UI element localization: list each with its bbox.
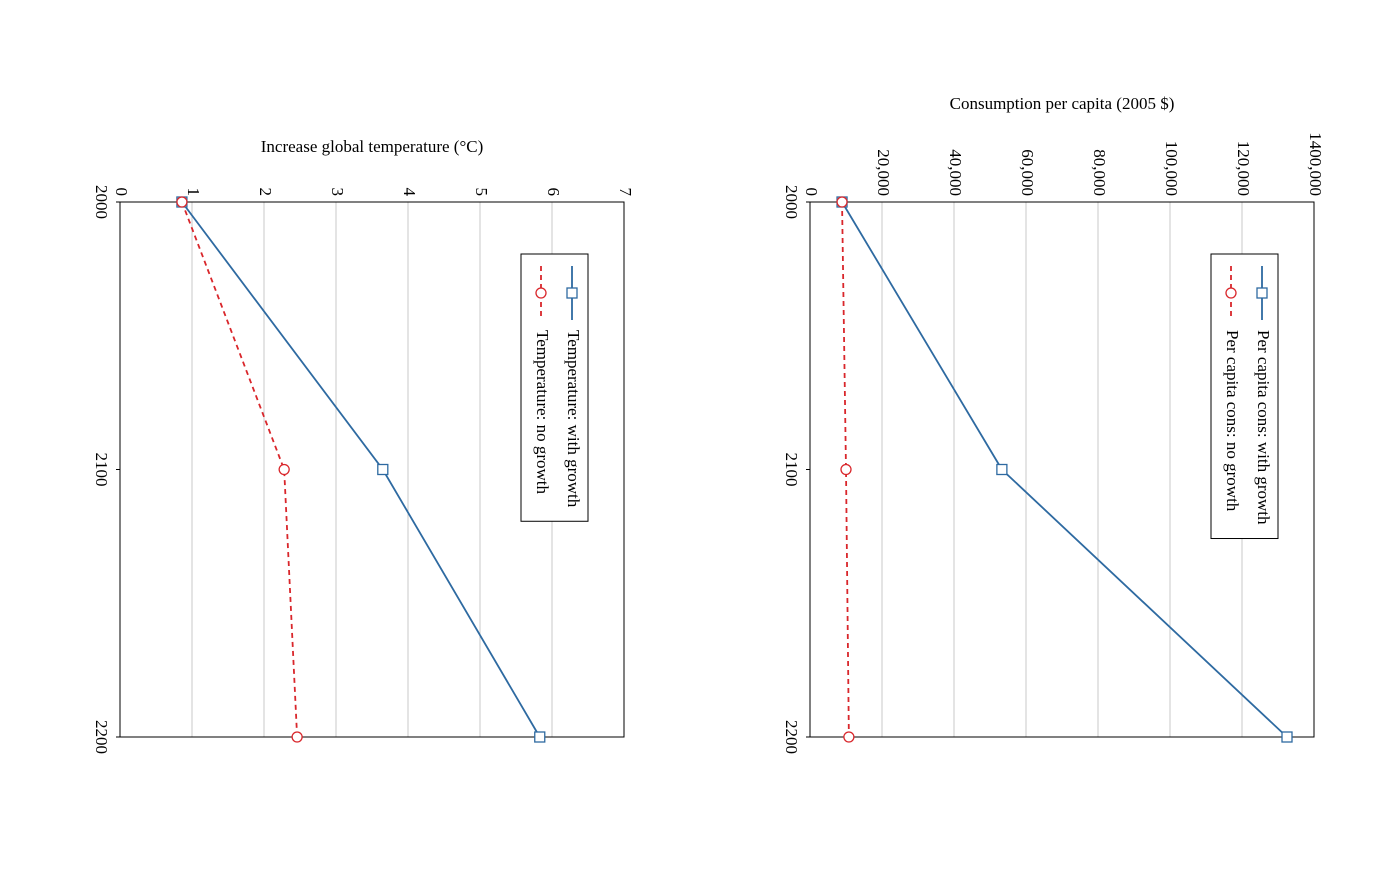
series-line <box>841 201 850 738</box>
legend-marker <box>1225 287 1237 299</box>
marker <box>176 196 188 208</box>
y-tick-label: 4 <box>400 188 419 197</box>
legend-label: Temperature: no growth <box>533 330 552 495</box>
legend: Temperature: with growth Temperature: no … <box>520 253 589 522</box>
y-tick-label: 20,000 <box>874 149 893 196</box>
x-tick-label: 2000 <box>782 185 801 219</box>
marker <box>1281 731 1293 743</box>
legend-marker <box>566 287 578 299</box>
y-tick-label: 7 <box>616 188 635 197</box>
y-tick-label: 0 <box>802 188 821 197</box>
y-tick-label: 6 <box>544 188 563 197</box>
legend-marker <box>535 287 547 299</box>
axis-label: Consumption per capita (2005 $) <box>950 94 1175 113</box>
y-tick-label: 0 <box>112 188 131 197</box>
x-tick-label: 2100 <box>782 453 801 487</box>
marker <box>843 731 855 743</box>
x-tick-label: 2200 <box>782 720 801 754</box>
y-tick-label: 80,000 <box>1090 149 1109 196</box>
marker <box>534 731 546 743</box>
y-tick-label: 40,000 <box>946 149 965 196</box>
x-tick-label: 2200 <box>92 720 111 754</box>
axis-label: Increase global temperature (°C) <box>261 137 484 156</box>
y-tick-label: 1 <box>184 188 203 197</box>
marker <box>377 463 389 476</box>
y-tick-label: 5 <box>472 188 491 197</box>
y-tick-label: 2 <box>256 188 275 197</box>
plot-frame <box>119 201 625 738</box>
marker <box>278 463 290 476</box>
legend-label: Per capita cons: no growth <box>1223 330 1242 512</box>
marker <box>836 196 848 208</box>
legend-label: Per capita cons: with growth <box>1254 330 1273 525</box>
x-tick-label: 2100 <box>92 453 111 487</box>
legend: Per capita cons: with growth Per capita c… <box>1210 253 1279 540</box>
y-tick-label: 1400,000 <box>1306 132 1325 196</box>
marker <box>291 731 303 743</box>
legend-label: Temperature: with growth <box>564 330 583 508</box>
marker <box>996 463 1008 476</box>
legend-marker <box>1256 287 1268 299</box>
chart: Increase global temperature (°C) 0 1 2 3 4 5 6 7… <box>92 137 635 754</box>
y-tick-label: 60,000 <box>1018 149 1037 196</box>
y-tick-label: 3 <box>328 188 347 197</box>
series-line <box>181 201 541 738</box>
plot-frame <box>809 201 1315 738</box>
chart: Consumption per capita (2005 $) 0 20,000 40… <box>782 94 1325 754</box>
legend-box <box>1210 253 1279 540</box>
y-tick-label: 120,000 <box>1234 141 1253 196</box>
marker <box>840 463 852 476</box>
y-tick-label: 100,000 <box>1162 141 1181 196</box>
x-tick-label: 2000 <box>92 185 111 219</box>
